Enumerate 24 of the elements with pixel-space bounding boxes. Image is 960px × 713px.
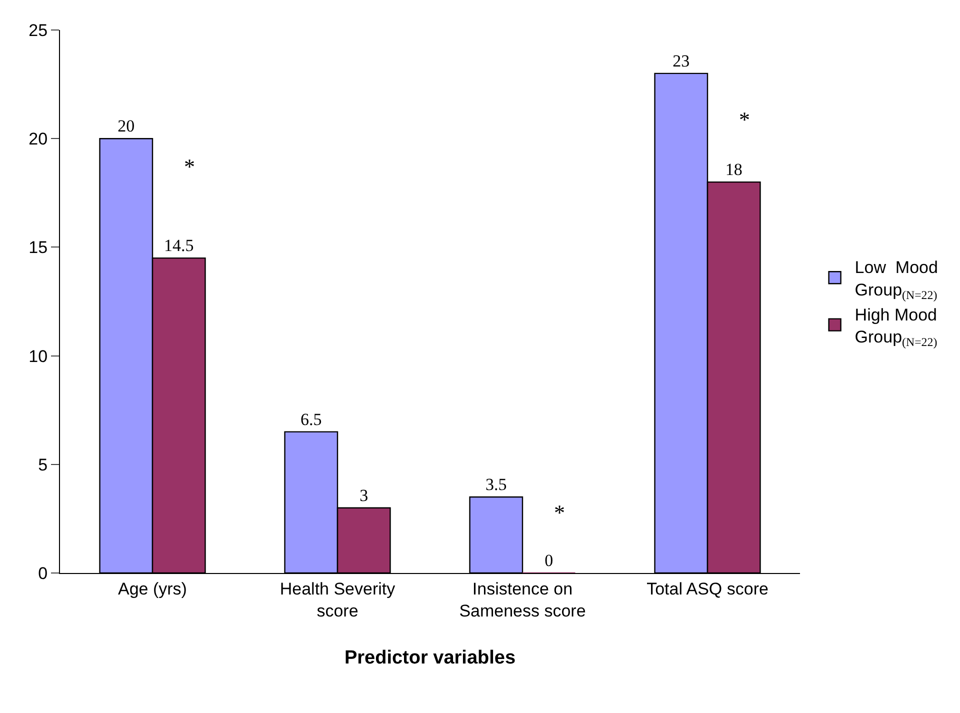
legend-label: High Mood Group$_{(N=22)}$ xyxy=(854,305,938,350)
legend-label: Low Mood Group$_{(N=22)}$ xyxy=(854,258,938,302)
data-label: 6.5 xyxy=(300,410,322,429)
y-tick-label: 0 xyxy=(38,564,48,583)
x-tick-label: Total ASQ score xyxy=(646,579,768,598)
data-label: 3 xyxy=(360,486,368,505)
x-tick-label: Insistence on Sameness score xyxy=(459,579,586,620)
data-label: 18 xyxy=(725,160,742,180)
x-axis-title: Predictor variables xyxy=(344,647,516,668)
annotation: * xyxy=(739,107,750,132)
data-label: 3.5 xyxy=(486,474,507,494)
annotation: * xyxy=(554,500,565,525)
data-label: 23 xyxy=(672,51,690,70)
data-label: 20 xyxy=(118,116,135,136)
x-tick-label: Age (yrs) xyxy=(118,579,187,598)
y-tick-label: 20 xyxy=(28,130,48,149)
data-label: 0 xyxy=(544,551,554,570)
x-tick-label: Health Severity score xyxy=(280,579,396,620)
y-tick-label: 15 xyxy=(28,238,48,258)
y-tick-label: 10 xyxy=(28,346,48,366)
annotation: * xyxy=(184,154,195,179)
y-tick-label: 5 xyxy=(38,455,48,474)
data-label: 14.5 xyxy=(164,236,194,256)
y-tick-label: 25 xyxy=(28,20,48,40)
